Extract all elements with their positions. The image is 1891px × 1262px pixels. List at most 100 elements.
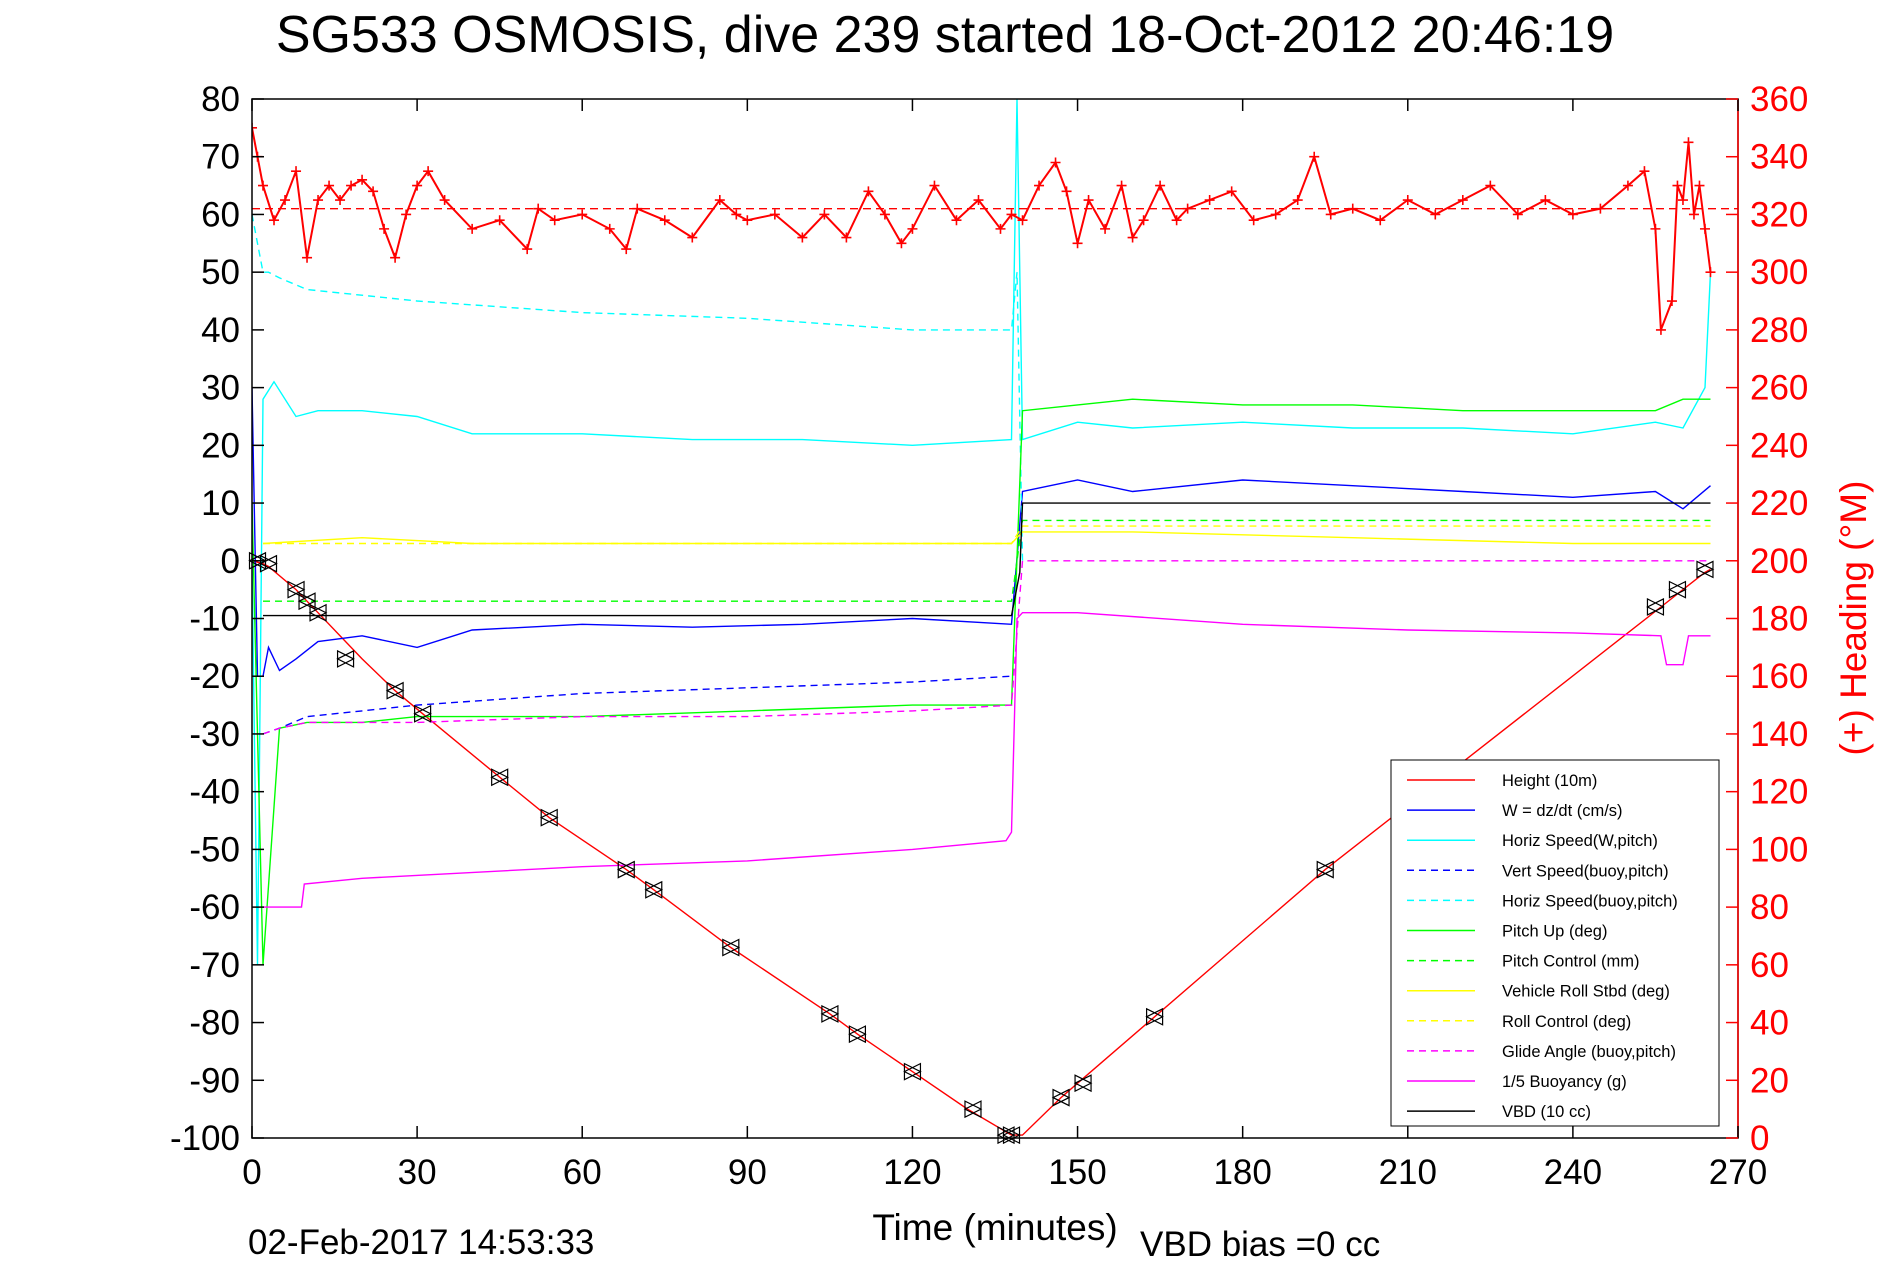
- y-tick-label: 10: [201, 484, 240, 523]
- series-vert-speed-buoy-pitch: [262, 675, 1012, 735]
- heading-point: [621, 244, 632, 255]
- heading-point: [929, 180, 940, 191]
- heading-point: [1100, 223, 1111, 234]
- heading-point: [494, 215, 505, 226]
- heading-point: [401, 209, 412, 220]
- legend-label: Horiz Speed(buoy,pitch): [1502, 892, 1678, 910]
- heading-point: [1705, 267, 1716, 278]
- heading-point: [335, 195, 346, 206]
- heading-point: [1034, 180, 1045, 191]
- height-marker: [1695, 560, 1715, 579]
- series-w-dz-dt-cm-s: [252, 387, 1711, 677]
- heading-point: [731, 209, 742, 220]
- x-tick-label: 90: [728, 1153, 767, 1192]
- height-marker: [1315, 860, 1335, 879]
- y-tick-label: 50: [201, 253, 240, 292]
- heading-point: [1309, 151, 1320, 162]
- heading-point: [1402, 195, 1413, 206]
- heading-point: [1116, 180, 1127, 191]
- legend-box: [1390, 759, 1720, 1127]
- series-height-10m: [252, 560, 1711, 1136]
- y-tick-label: -50: [189, 830, 240, 869]
- legend-label: Pitch Control (mm): [1502, 953, 1640, 971]
- heading-point: [549, 215, 560, 226]
- x-tick-label: 120: [883, 1153, 941, 1192]
- y-tick-label: -40: [189, 773, 240, 812]
- heading-point: [1699, 223, 1710, 234]
- x-tick-label: 210: [1379, 1153, 1437, 1192]
- series-roll-control-deg: [263, 525, 1711, 545]
- heading-point: [1375, 215, 1386, 226]
- heading-point: [1006, 209, 1017, 220]
- heading-point: [439, 195, 450, 206]
- y2-tick-label: 160: [1750, 657, 1808, 696]
- height-marker: [616, 860, 636, 879]
- legend-label: Horiz Speed(W,pitch): [1502, 832, 1658, 850]
- height-marker: [297, 592, 317, 611]
- heading-point: [467, 223, 478, 234]
- y2-axis-label: (+) Heading (°M): [1833, 481, 1874, 756]
- series-horiz-speed-w-pitch: [252, 99, 1712, 965]
- height-marker: [413, 704, 432, 723]
- heading-point: [1050, 157, 1061, 168]
- y2-tick-label: 300: [1750, 253, 1808, 292]
- height-marker: [903, 1062, 922, 1081]
- heading-point: [714, 195, 725, 206]
- heading-point: [1683, 137, 1694, 148]
- heading-point: [951, 215, 962, 226]
- series-1-5-buoyancy-g: [263, 612, 1711, 908]
- height-marker: [336, 649, 355, 668]
- series-pitch-control-mm: [263, 519, 1711, 602]
- date-stamp: 02-Feb-2017 14:53:33: [248, 1223, 594, 1262]
- heading-point: [995, 223, 1006, 234]
- heading-point: [368, 186, 379, 197]
- heading-point: [1430, 209, 1441, 220]
- heading-point: [1248, 215, 1259, 226]
- heading-point: [252, 122, 257, 133]
- y2-tick-label: 280: [1750, 311, 1808, 350]
- series-glide-angle-buoy-pitch: [262, 560, 1711, 735]
- legend: Height (10m) W = dz/dt (cm/s) Horiz Speed(…: [1390, 759, 1720, 1127]
- height-marker: [963, 1100, 983, 1119]
- vbd-bias-label: VBD bias =0 cc: [1140, 1225, 1380, 1262]
- y-tick-label: -70: [189, 946, 240, 985]
- heading-point: [1567, 209, 1578, 220]
- series-horiz-speed-buoy-pitch: [252, 214, 1024, 561]
- x-tick-label: 180: [1213, 1153, 1271, 1192]
- heading-point: [1694, 180, 1705, 191]
- y-tick-label: -10: [189, 600, 240, 639]
- heading-point: [659, 215, 670, 226]
- heading-point: [1595, 203, 1606, 214]
- x-tick-label: 270: [1709, 1153, 1767, 1192]
- legend-label: Height (10m): [1502, 772, 1597, 790]
- height-marker: [848, 1025, 867, 1044]
- heading-point: [1072, 238, 1083, 249]
- height-marker: [286, 580, 306, 599]
- y-tick-label: -30: [189, 715, 240, 754]
- y2-tick-label: 20: [1750, 1061, 1789, 1100]
- heading-point: [896, 238, 907, 249]
- heading-point: [324, 180, 335, 191]
- heading-point: [269, 215, 280, 226]
- height-marker: [1051, 1088, 1071, 1107]
- heading-point: [423, 166, 434, 177]
- x-tick-label: 150: [1048, 1153, 1106, 1192]
- x-tick-label: 60: [563, 1153, 602, 1192]
- height-marker: [1668, 580, 1687, 599]
- heading-point: [1639, 166, 1650, 177]
- x-axis-label: Time (minutes): [872, 1207, 1117, 1248]
- x-tick-label: 0: [242, 1153, 261, 1192]
- heading-point: [819, 209, 830, 220]
- heading-point: [357, 174, 368, 185]
- heading-trace: [252, 127, 1712, 331]
- heading-point: [280, 195, 291, 206]
- y-axis-right: 3603403203002802602402202001801601401201…: [1726, 80, 1808, 1158]
- height-marker: [308, 603, 328, 622]
- y2-tick-label: 120: [1750, 773, 1808, 812]
- heading-point: [1155, 180, 1166, 191]
- x-tick-label: 240: [1544, 1153, 1602, 1192]
- chart-title: SG533 OSMOSIS, dive 239 started 18-Oct-2…: [276, 6, 1614, 64]
- y2-tick-label: 360: [1750, 80, 1808, 119]
- heading-point: [797, 232, 808, 243]
- y2-tick-label: 140: [1750, 715, 1808, 754]
